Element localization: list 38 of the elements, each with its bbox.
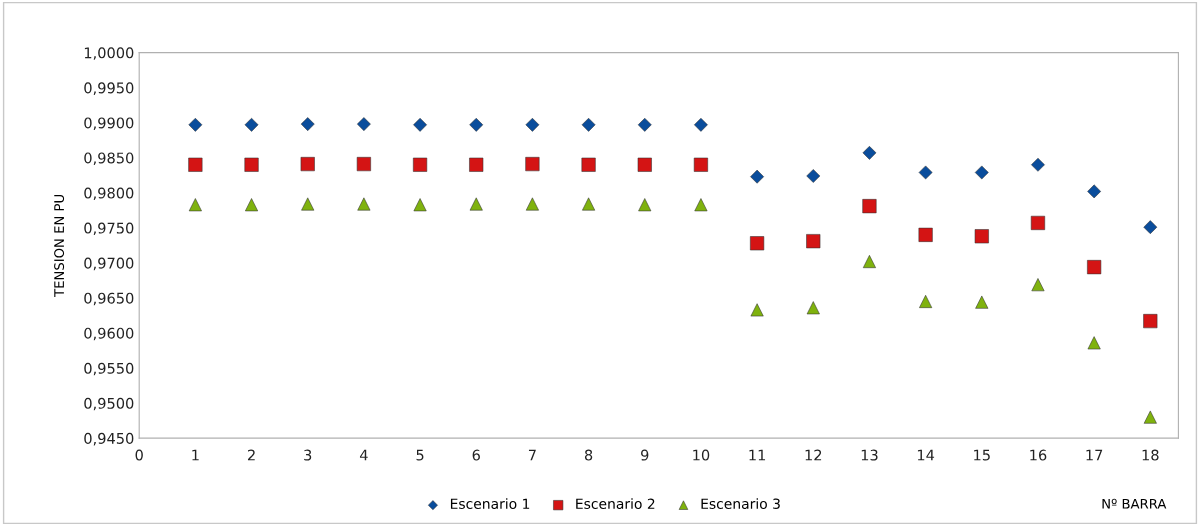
- y-tick-label: 0,9450: [84, 432, 134, 446]
- x-tick-label: 1: [192, 449, 199, 461]
- x-tick-label: 13: [861, 449, 878, 461]
- y-tick-label: 0,9500: [84, 397, 134, 411]
- y-tick-label: 0,9900: [84, 117, 134, 130]
- y-tick-label: 0,9750: [84, 222, 134, 236]
- x-tick-label: 18: [1142, 449, 1159, 461]
- point: [188, 117, 203, 132]
- x-tick-label: 12: [805, 449, 822, 461]
- y-tick-label: 0,9700: [84, 257, 134, 271]
- x-tick-label: 11: [749, 449, 766, 461]
- y-tick-label: 0,9650: [84, 292, 134, 306]
- legend-label: Escenario 1: [450, 498, 530, 509]
- x-tick-label: 5: [416, 449, 424, 461]
- y-tick-label: 0,9600: [84, 327, 134, 341]
- y-tick-label: 0,9950: [84, 82, 134, 95]
- x-axis-title: Nº BARRA: [1102, 498, 1167, 509]
- x-tick-label: 7: [528, 449, 536, 461]
- y-axis-title: TENSION EN PU: [54, 195, 65, 297]
- y-tick-label: 0,9550: [84, 362, 134, 376]
- x-tick-label: 16: [1030, 449, 1047, 461]
- y-tick-label: 0,9850: [84, 152, 134, 165]
- x-tick-label: 14: [917, 449, 935, 461]
- x-tick-label: 17: [1086, 449, 1103, 461]
- x-tick-label: 10: [693, 449, 710, 461]
- x-tick-label: 6: [472, 449, 480, 461]
- y-tick-label: 0,9800: [84, 187, 134, 201]
- x-tick-label: 4: [359, 449, 368, 461]
- point: [469, 117, 484, 132]
- x-tick-label: 0: [135, 449, 143, 461]
- legend-label: Escenario 2: [576, 498, 655, 509]
- legend-label: Escenario 3: [701, 498, 780, 509]
- x-tick-label: 15: [974, 449, 990, 461]
- x-tick-label: 8: [584, 449, 593, 461]
- x-tick-label: 3: [304, 449, 312, 461]
- y-tick-label: 1,0000: [84, 47, 134, 60]
- x-tick-label: 9: [641, 449, 649, 461]
- x-tick-label: 2: [247, 449, 255, 461]
